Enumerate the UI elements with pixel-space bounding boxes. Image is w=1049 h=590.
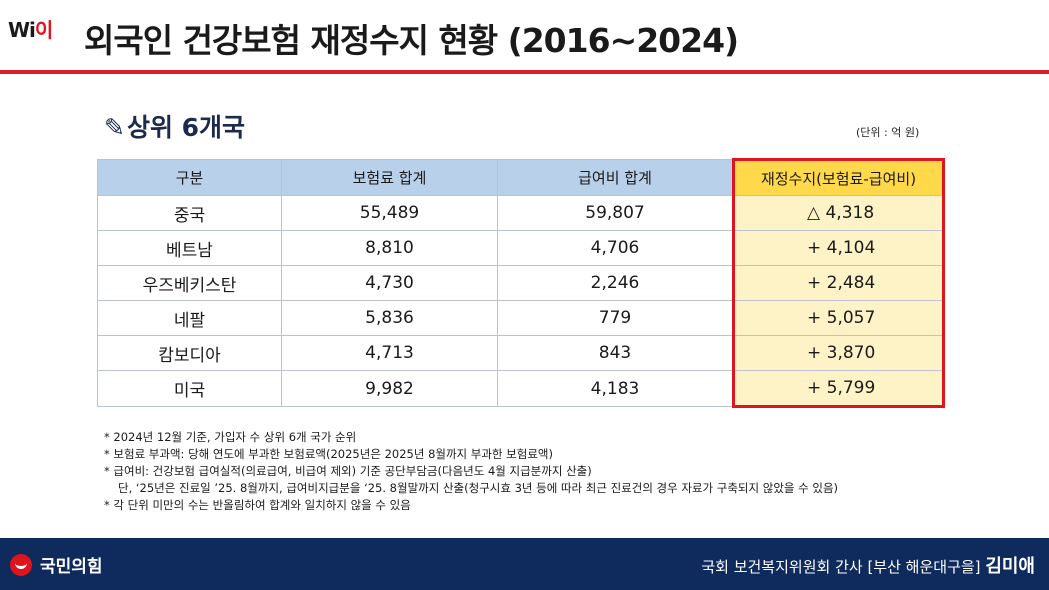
page-title: 외국인 건강보험 재정수지 현황 (2016~2024) <box>84 21 739 60</box>
balance-table: 구분 보험료 합계 급여비 합계 재정수지(보험료-급여비) 중국 55,489 5… <box>97 158 945 408</box>
cell-balance: △ 4,318 <box>732 195 945 231</box>
cell-balance: + 5,799 <box>732 370 945 408</box>
unit-label: (단위 : 억 원) <box>856 126 920 139</box>
cell-premium: 9,982 <box>281 370 498 407</box>
pushpin-icon: ✎ <box>104 113 125 142</box>
broadcast-logo-text: Wi <box>8 18 36 42</box>
table-row: 미국 9,982 4,183 + 5,799 <box>97 370 945 408</box>
broadcast-logo: Wi이 <box>8 14 53 43</box>
cell-balance: + 5,057 <box>732 300 945 336</box>
member-name: 김미애 <box>985 556 1035 577</box>
section-title: ✎상위 6개국 <box>104 108 245 144</box>
cell-premium: 55,489 <box>281 195 498 231</box>
cell-benefit: 4,183 <box>497 370 734 407</box>
cell-premium: 4,730 <box>281 265 498 301</box>
party-logo: 국민의힘 <box>10 552 103 577</box>
cell-premium: 4,713 <box>281 335 498 371</box>
cell-country: 네팔 <box>97 300 282 336</box>
cell-balance: + 2,484 <box>732 265 945 301</box>
title-divider <box>0 70 1049 74</box>
footnote: * 2024년 12월 기준, 가입자 수 상위 6개 국가 순위 <box>104 430 357 444</box>
cell-premium: 5,836 <box>281 300 498 336</box>
cell-benefit: 779 <box>497 300 734 336</box>
cell-benefit: 4,706 <box>497 230 734 266</box>
cell-balance: + 4,104 <box>732 230 945 266</box>
table-row: 중국 55,489 59,807 △ 4,318 <box>97 195 945 231</box>
cell-country: 중국 <box>97 195 282 231</box>
cell-country: 베트남 <box>97 230 282 266</box>
section-title-text: 상위 6개국 <box>126 113 246 142</box>
title-bar: Wi이 외국인 건강보험 재정수지 현황 (2016~2024) <box>0 0 1049 70</box>
header-category: 구분 <box>97 159 282 196</box>
table-row: 베트남 8,810 4,706 + 4,104 <box>97 230 945 266</box>
member-info: 국회 보건복지위원회 간사 [부산 해운대구을] 김미애 <box>701 552 1035 578</box>
member-position: 국회 보건복지위원회 간사 [부산 해운대구을] <box>701 558 981 576</box>
footnote: 단, ‘25년은 진료일 ’25. 8월까지, 급여비지급분을 ‘25. 8월말… <box>118 481 839 495</box>
cell-country: 미국 <box>97 370 282 407</box>
cell-benefit: 59,807 <box>497 195 734 231</box>
cell-country: 캄보디아 <box>97 335 282 371</box>
footer-bar: 국민의힘 국회 보건복지위원회 간사 [부산 해운대구을] 김미애 <box>0 538 1049 590</box>
table-row: 우즈베키스탄 4,730 2,246 + 2,484 <box>97 265 945 301</box>
footnote: * 보험료 부과액: 당해 연도에 부과한 보험료액(2025년은 2025년 … <box>104 447 553 461</box>
footnotes: * 2024년 12월 기준, 가입자 수 상위 6개 국가 순위 * 보험료 … <box>104 429 838 514</box>
header-benefit: 급여비 합계 <box>497 159 734 196</box>
footnote: * 각 단위 미만의 수는 반올림하여 합계와 일치하지 않을 수 있음 <box>104 498 411 512</box>
cell-balance: + 3,870 <box>732 335 945 371</box>
header-balance: 재정수지(보험료-급여비) <box>732 158 945 196</box>
party-emblem-icon <box>10 553 32 576</box>
cell-benefit: 843 <box>497 335 734 371</box>
header-premium: 보험료 합계 <box>281 159 498 196</box>
broadcast-logo-text2: 이 <box>34 18 53 42</box>
footnote: * 급여비: 건강보험 급여실적(의료급여, 비급여 제외) 기준 공단부담금(… <box>104 464 592 478</box>
table-header-row: 구분 보험료 합계 급여비 합계 재정수지(보험료-급여비) <box>97 158 945 196</box>
cell-premium: 8,810 <box>281 230 498 266</box>
cell-country: 우즈베키스탄 <box>97 265 282 301</box>
cell-benefit: 2,246 <box>497 265 734 301</box>
table-row: 네팔 5,836 779 + 5,057 <box>97 300 945 336</box>
table-row: 캄보디아 4,713 843 + 3,870 <box>97 335 945 371</box>
party-name: 국민의힘 <box>40 557 103 577</box>
